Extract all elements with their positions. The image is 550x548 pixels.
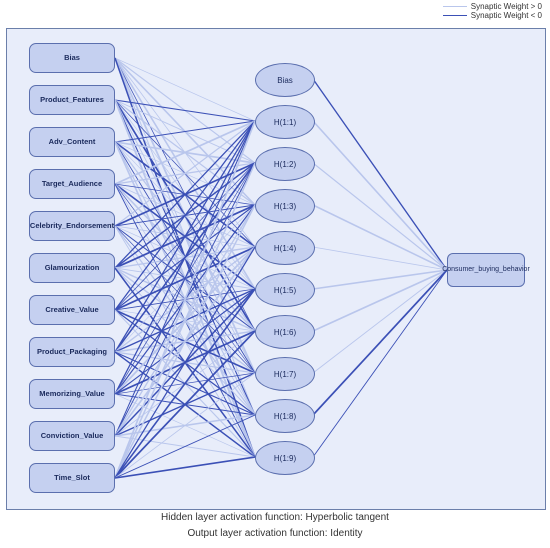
input-node-memorizing_value: Memorizing_Value xyxy=(29,379,115,409)
hidden-node-3: H(1:3) xyxy=(255,189,315,223)
hidden-node-0: Bias xyxy=(255,63,315,97)
legend: Synaptic Weight > 0 Synaptic Weight < 0 xyxy=(443,2,542,20)
legend-line-pos xyxy=(443,6,467,7)
legend-row-neg: Synaptic Weight < 0 xyxy=(443,11,542,20)
legend-label-neg: Synaptic Weight < 0 xyxy=(471,11,542,20)
hidden-node-1: H(1:1) xyxy=(255,105,315,139)
input-node-conviction_value: Conviction_Value xyxy=(29,421,115,451)
hidden-node-8: H(1:8) xyxy=(255,399,315,433)
input-node-creative_value: Creative_Value xyxy=(29,295,115,325)
hidden-node-7: H(1:7) xyxy=(255,357,315,391)
plot-area: Bias Product_Features Adv_Content Target_Au… xyxy=(6,28,546,510)
hidden-node-6: H(1:6) xyxy=(255,315,315,349)
legend-label-pos: Synaptic Weight > 0 xyxy=(471,2,542,11)
input-node-time_slot: Time_Slot xyxy=(29,463,115,493)
hidden-node-2: H(1:2) xyxy=(255,147,315,181)
legend-line-neg xyxy=(443,15,467,16)
input-node-celebrity_endorsement: Celebrity_Endorsement xyxy=(29,211,115,241)
input-node-target_audience: Target_Audience xyxy=(29,169,115,199)
hidden-node-4: H(1:4) xyxy=(255,231,315,265)
hidden-node-9: H(1:9) xyxy=(255,441,315,475)
input-node-bias: Bias xyxy=(29,43,115,73)
caption-hidden-activation: Hidden layer activation function: Hyperb… xyxy=(0,512,550,523)
legend-row-pos: Synaptic Weight > 0 xyxy=(443,2,542,11)
output-node: Consumer_buying_behavior xyxy=(447,253,525,287)
caption-output-activation: Output layer activation function: Identi… xyxy=(0,528,550,539)
hidden-node-5: H(1:5) xyxy=(255,273,315,307)
input-node-product_features: Product_Features xyxy=(29,85,115,115)
input-node-glamourization: Glamourization xyxy=(29,253,115,283)
input-node-product_packaging: Product_Packaging xyxy=(29,337,115,367)
input-node-adv_content: Adv_Content xyxy=(29,127,115,157)
